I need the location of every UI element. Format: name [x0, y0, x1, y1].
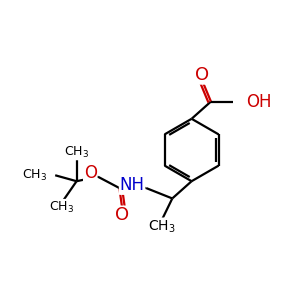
Text: OH: OH — [247, 93, 272, 111]
Text: CH$_3$: CH$_3$ — [49, 200, 74, 214]
Text: CH$_3$: CH$_3$ — [148, 218, 176, 235]
Text: O: O — [195, 66, 209, 84]
Text: O: O — [84, 164, 97, 182]
Text: O: O — [115, 206, 129, 224]
Text: CH$_3$: CH$_3$ — [22, 168, 47, 183]
Text: CH$_3$: CH$_3$ — [64, 145, 89, 160]
Text: NH: NH — [120, 176, 145, 194]
